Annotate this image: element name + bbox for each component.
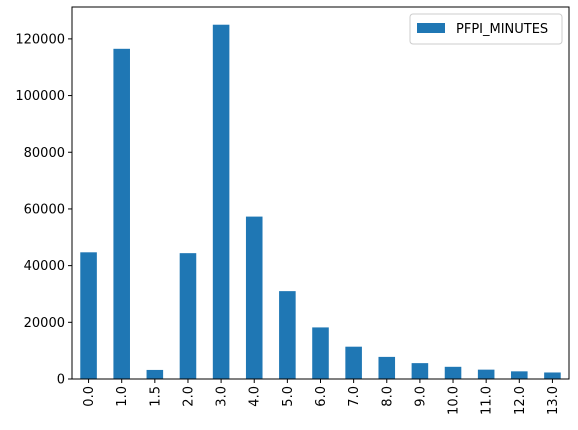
x-axis: 0.0 1.0 1.5 2.0 3.0 4.0 5.0 6.0 7.0 8.0 9.0 10.0 11.…	[82, 379, 561, 415]
bar-3.0	[212, 24, 230, 379]
bars-group	[80, 24, 561, 379]
y-tick-label: 120000	[15, 32, 65, 47]
bar-2.0	[179, 253, 197, 379]
bar-7.0	[345, 346, 362, 379]
x-tick-label: 7.0	[347, 386, 362, 407]
x-tick-label: 10.0	[447, 386, 462, 415]
x-tick-label: 11.0	[480, 386, 495, 415]
y-tick-label: 0	[57, 373, 65, 388]
x-tick-label: 2.0	[181, 386, 196, 407]
bar-9.0	[411, 363, 429, 379]
bar-11.0	[477, 369, 495, 379]
y-tick-label: 20000	[24, 316, 65, 331]
bar-10.0	[444, 366, 462, 379]
legend-swatch	[417, 23, 445, 33]
x-tick-label: 3.0	[215, 386, 230, 407]
bar-4.0	[245, 216, 263, 379]
bar-0.0	[80, 252, 97, 379]
x-tick-label: 5.0	[281, 386, 296, 407]
x-tick-label: 9.0	[413, 386, 428, 407]
y-tick-label: 100000	[15, 89, 65, 104]
bar-5.0	[279, 291, 296, 379]
x-tick-label: 6.0	[314, 386, 329, 407]
x-tick-label: 1.5	[148, 386, 163, 407]
x-tick-label: 0.0	[82, 386, 97, 407]
x-tick-label: 12.0	[513, 386, 528, 415]
x-tick-label: 13.0	[546, 386, 561, 415]
bar-1.0	[113, 48, 130, 379]
bar-6.0	[312, 327, 329, 379]
x-tick-label: 1.0	[115, 386, 130, 407]
y-tick-label: 80000	[24, 146, 65, 161]
bar-12.0	[511, 371, 528, 379]
x-tick-label: 4.0	[248, 386, 263, 407]
x-tick-label: 8.0	[380, 386, 395, 407]
legend-label: PFPI_MINUTES	[456, 22, 548, 37]
axes-frame	[71, 6, 570, 380]
y-tick-label: 60000	[24, 202, 65, 217]
y-axis: 0 20000 40000 60000 80000 100000 120000	[15, 32, 72, 388]
legend-box	[409, 13, 563, 45]
bar-8.0	[378, 356, 396, 379]
bar-1.5	[146, 369, 164, 379]
y-tick-label: 40000	[24, 259, 65, 274]
legend: PFPI_MINUTES	[409, 13, 563, 45]
bar-13.0	[544, 372, 561, 379]
